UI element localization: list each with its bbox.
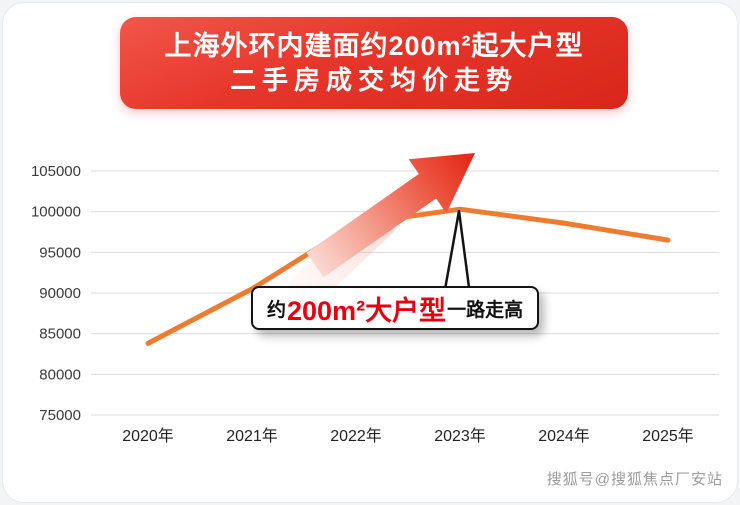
watermark-text: 搜狐号@搜狐焦点厂安站 (546, 471, 723, 488)
y-tick-label: 80000 (39, 366, 81, 383)
x-tick-label: 2020年 (122, 427, 174, 445)
x-tick-label: 2025年 (642, 427, 694, 445)
x-tick-label: 2022年 (330, 427, 382, 445)
y-tick-label: 85000 (39, 326, 81, 343)
x-tick-label: 2021年 (226, 427, 278, 445)
annotation-prefix: 约 (267, 299, 287, 321)
annotation-callout: 约 200m²大户型 一路走高 (251, 286, 540, 330)
annotation-highlight: 200m²大户型 (287, 295, 447, 326)
x-tick-label: 2023年 (434, 427, 486, 445)
y-tick-label: 105000 (31, 163, 81, 180)
y-tick-label: 75000 (39, 407, 81, 424)
y-tick-label: 100000 (31, 204, 81, 221)
y-tick-label: 95000 (39, 244, 81, 261)
annotation-suffix: 一路走高 (447, 299, 524, 321)
title-banner: 上海外环内建面约200m²起大户型 二手房成交均价走势 (120, 17, 628, 109)
x-tick-label: 2024年 (538, 427, 590, 445)
y-tick-label: 90000 (39, 285, 81, 302)
title-line-1: 上海外环内建面约200m²起大户型 (164, 30, 584, 61)
title-line-2: 二手房成交均价走势 (229, 64, 518, 95)
